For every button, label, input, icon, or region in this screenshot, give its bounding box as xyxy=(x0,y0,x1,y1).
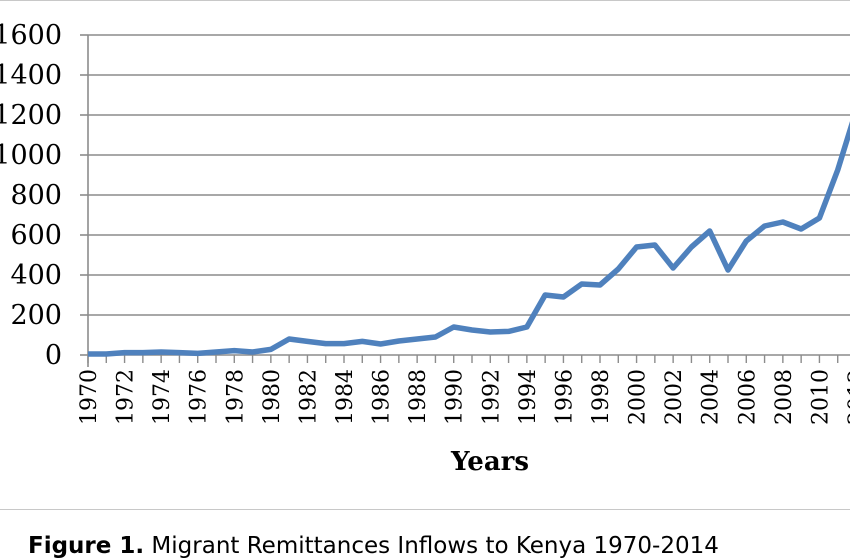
x-tick-label: 1998 xyxy=(589,369,614,425)
y-tick-label: 800 xyxy=(10,180,62,211)
y-tick-label: 0 xyxy=(45,340,62,371)
y-tick-label: 600 xyxy=(10,220,62,251)
caption-text: Migrant Remittances Inflows to Kenya 197… xyxy=(144,533,719,559)
y-tick-label: 1200 xyxy=(0,100,62,131)
x-tick-label: 2010 xyxy=(808,369,833,425)
x-tick-label: 1990 xyxy=(443,369,468,425)
x-tick-label: 2008 xyxy=(772,369,797,425)
series-line xyxy=(88,121,850,357)
x-tick-label: 1980 xyxy=(260,369,285,425)
x-tick-label: 1982 xyxy=(296,369,321,425)
y-tick-label: 1400 xyxy=(0,60,62,91)
x-tick-label: 1978 xyxy=(223,369,248,425)
caption-label: Figure 1. xyxy=(28,533,145,559)
figure-caption: Figure 1. Migrant Remittances Inflows to… xyxy=(28,533,719,559)
x-tick-label: 1974 xyxy=(150,369,175,425)
x-tick-label: 1986 xyxy=(370,369,395,425)
x-tick-label: 1988 xyxy=(406,369,431,425)
axes xyxy=(80,34,850,367)
x-axis-title: Years xyxy=(450,447,529,477)
y-tick-label: 1000 xyxy=(0,140,62,171)
x-tick-label: 1984 xyxy=(333,369,358,425)
chart-frame: 0 200 400 600 800 1000 1200 1400 1600 1970 1972 19… xyxy=(0,0,850,510)
x-tick-label: 1970 xyxy=(77,369,102,425)
x-tick-label: 2004 xyxy=(699,369,724,425)
y-tick-label: 400 xyxy=(10,260,62,291)
y-tick-label: 1600 xyxy=(0,20,62,51)
x-tick-label: 1992 xyxy=(479,369,504,425)
y-tick-labels: 0 200 400 600 800 1000 1200 1400 1600 xyxy=(0,20,62,371)
x-tick-label: 2000 xyxy=(626,369,651,425)
x-tick-label: 2006 xyxy=(735,369,760,425)
x-tick-labels: 1970 1972 1974 1976 1978 1980 1982 1984 1986 1988… xyxy=(77,369,850,425)
x-tick-label: 2012 xyxy=(845,369,850,425)
x-tick-label: 1976 xyxy=(187,369,212,425)
x-tick-label: 2002 xyxy=(662,369,687,425)
y-tick-label: 200 xyxy=(10,300,62,331)
gridlines xyxy=(88,34,850,316)
series-lines xyxy=(88,121,850,357)
x-tick-label: 1972 xyxy=(114,369,139,425)
x-tick-label: 1994 xyxy=(516,369,541,425)
x-tick-label: 1996 xyxy=(552,369,577,425)
